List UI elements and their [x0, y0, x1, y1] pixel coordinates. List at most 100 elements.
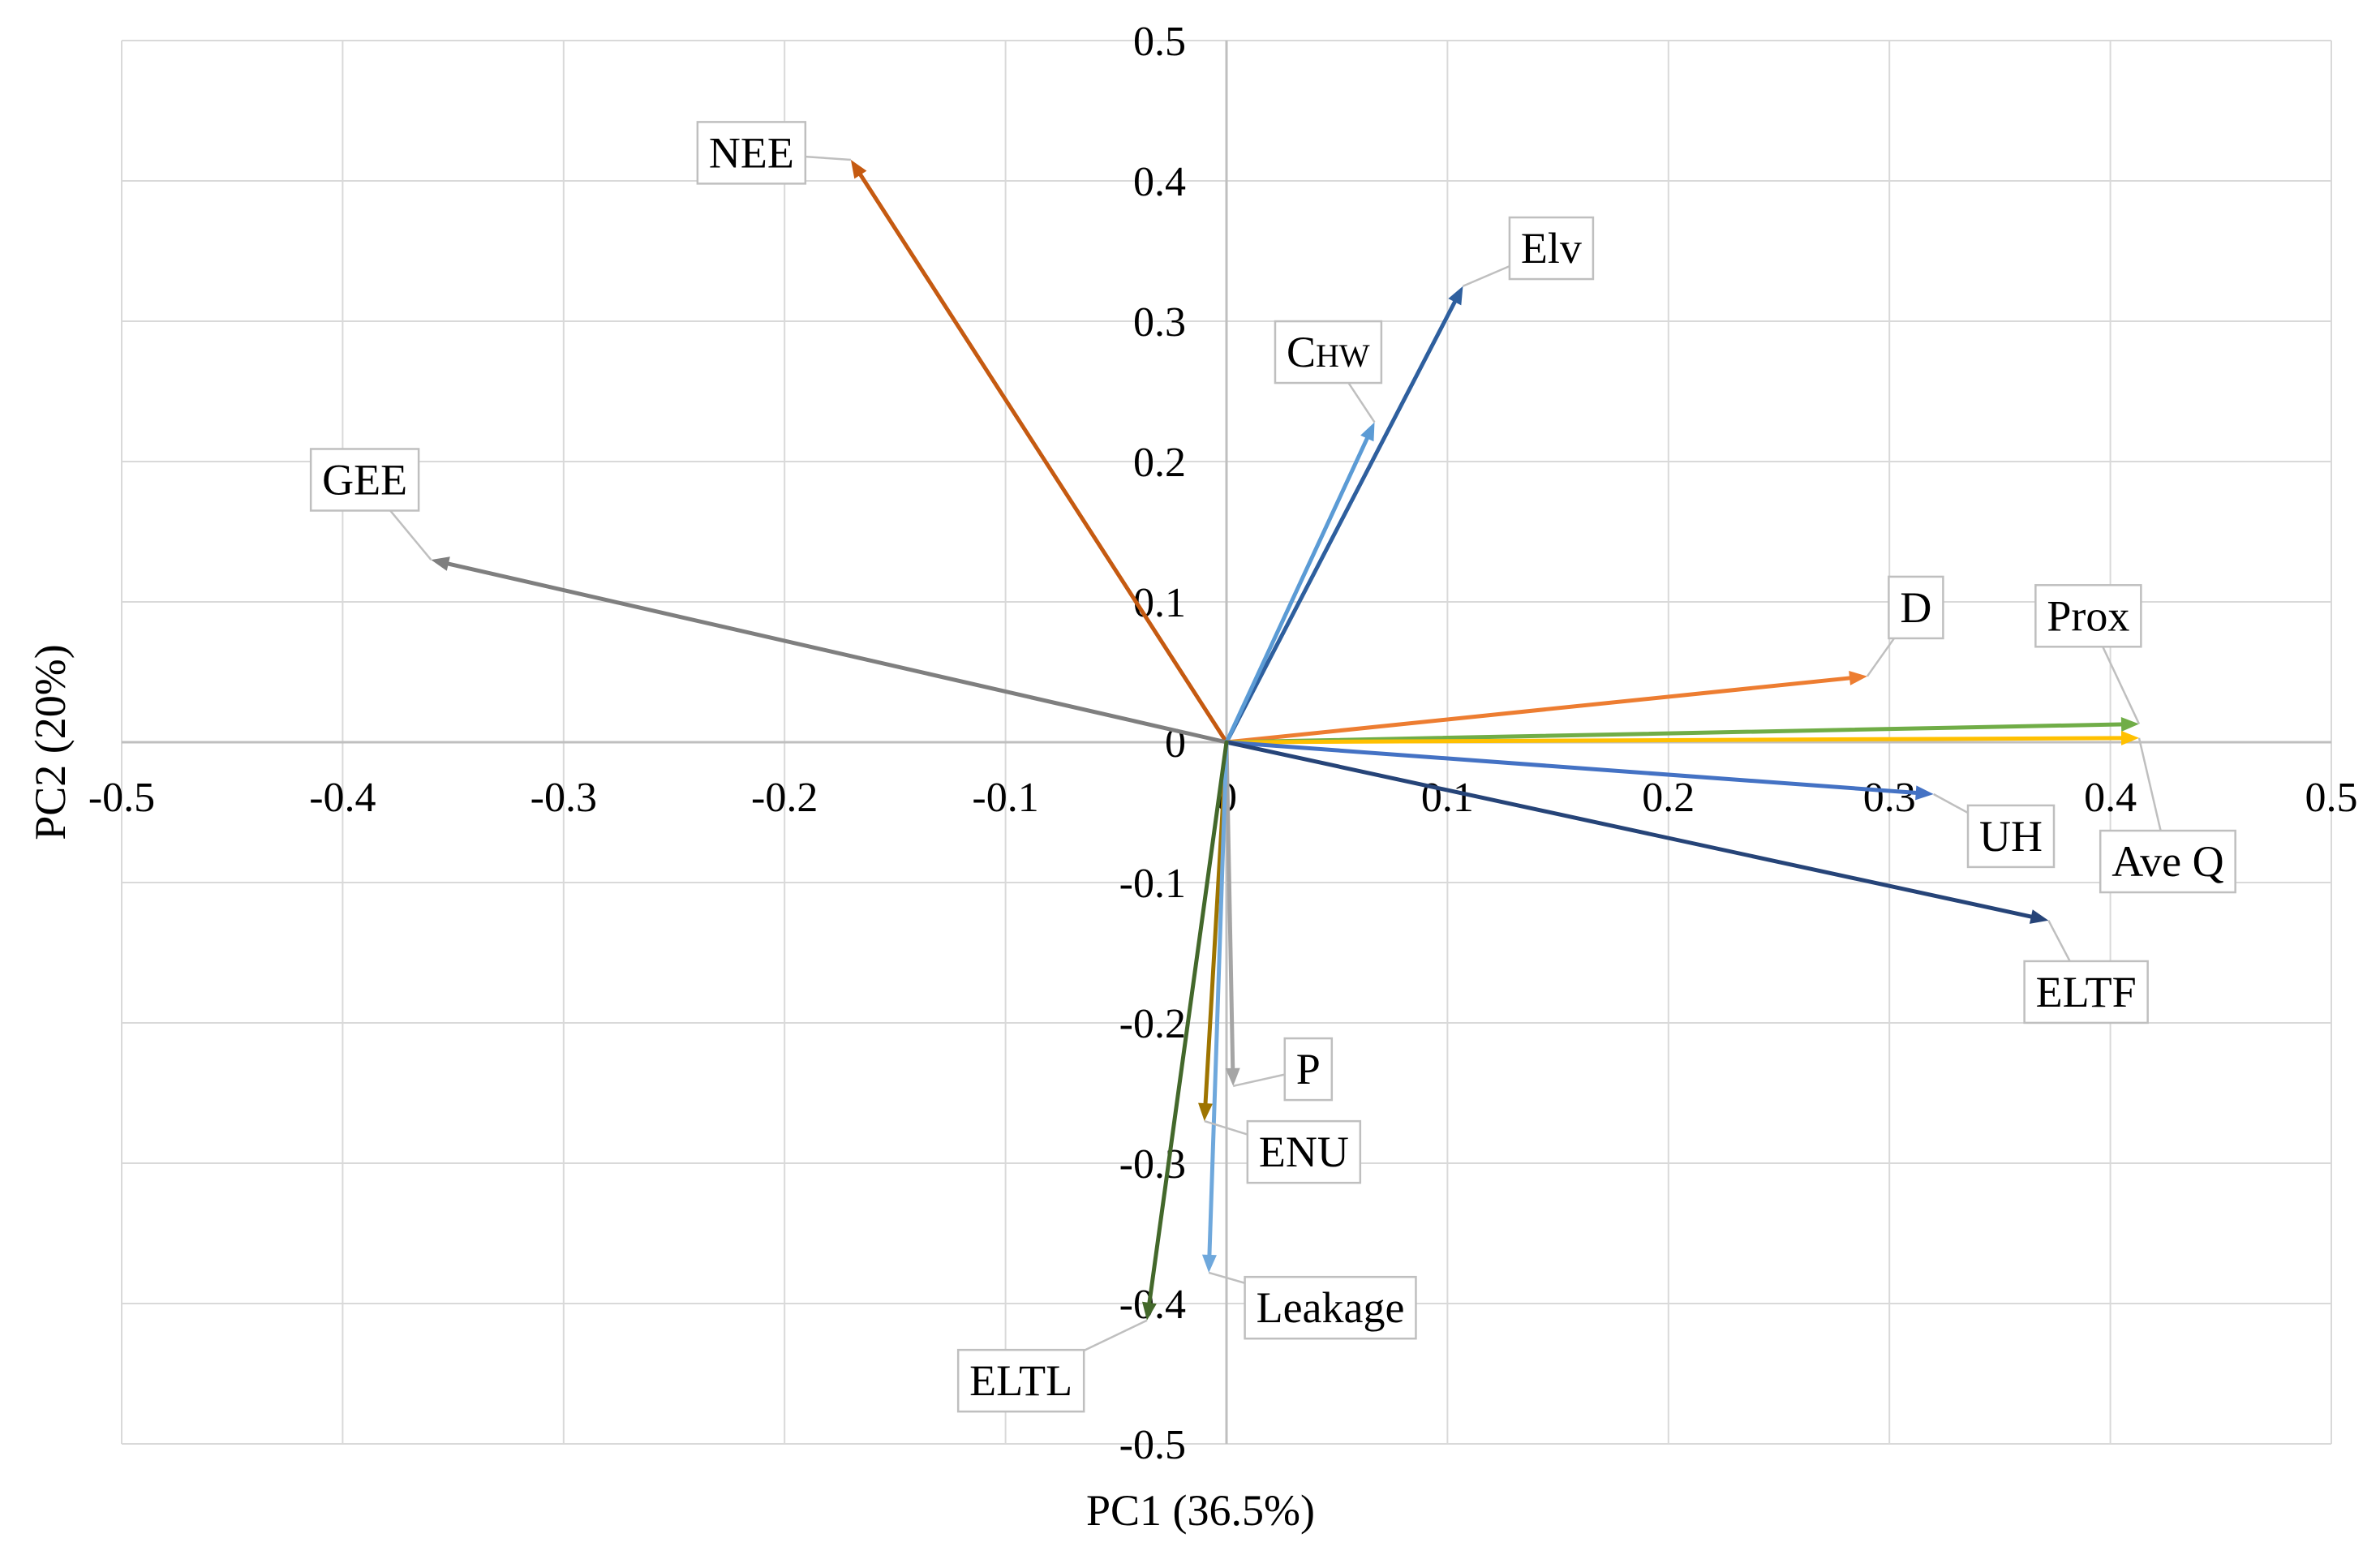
x-tick-label: 0.5: [2305, 775, 2358, 821]
label-leader-p: [1232, 1073, 1286, 1088]
y-tick-label: 0.5: [1133, 19, 1186, 65]
y-tick-label: -0.2: [1119, 1001, 1186, 1047]
label-box-d: [1888, 575, 1944, 640]
label-eltl: ELTL: [956, 1319, 1148, 1413]
label-text-chw: CHW: [1287, 328, 1370, 376]
x-tick-label: -0.2: [751, 775, 818, 821]
vector-arrowhead-elv: [1448, 286, 1463, 306]
y-tick-label: 0.3: [1133, 299, 1186, 346]
axes: -0.5-0.4-0.3-0.2-0.100.10.20.30.40.5-0.5…: [88, 19, 2358, 1468]
label-leader-eltf: [2047, 920, 2071, 962]
vector-arrowhead-chw: [1360, 422, 1375, 442]
x-tick-label: 0.3: [1863, 775, 1916, 821]
label-box-enu: [1246, 1119, 1362, 1184]
vector-arrowhead-ave-q: [2120, 730, 2140, 745]
vector-line-chw: [1224, 436, 1369, 745]
label-box-leakage: [1244, 1275, 1417, 1340]
label-eltf: ELTF: [2023, 920, 2149, 1024]
x-tick-label: 0.1: [1421, 775, 1474, 821]
label-leader-prox: [2102, 646, 2141, 725]
label-ave-q: Ave Q: [2099, 737, 2236, 894]
vector-line-eltl: [1147, 740, 1229, 1305]
label-box-eltl: [956, 1348, 1085, 1413]
label-text-elv: Elv: [1521, 224, 1582, 273]
vector-arrowhead-enu: [1198, 1102, 1214, 1122]
label-leader-nee: [805, 155, 852, 161]
y-axis-title: PC2 (20%): [26, 644, 75, 840]
label-p: P: [1232, 1037, 1334, 1102]
label-gee: GEE: [309, 448, 432, 561]
label-box-chw: [1274, 320, 1383, 384]
x-axis-title: PC1 (36.5%): [1086, 1486, 1315, 1535]
x-tick-label: -0.1: [972, 775, 1038, 821]
label-box-uh: [1966, 804, 2056, 869]
label-text-p: P: [1296, 1045, 1321, 1093]
vector-arrowhead-eltl: [1142, 1301, 1157, 1321]
label-leader-d: [1866, 638, 1896, 677]
label-elv: Elv: [1462, 216, 1595, 287]
vector-gee: [431, 556, 1229, 745]
label-nee: NEE: [696, 121, 852, 185]
x-tick-label: -0.3: [531, 775, 597, 821]
vector-arrowhead-nee: [850, 160, 867, 179]
label-box-ave-q: [2099, 829, 2236, 894]
vector-d: [1224, 670, 1867, 745]
y-tick-label: -0.3: [1119, 1141, 1186, 1188]
vector-line-elv: [1224, 299, 1457, 745]
y-tick-label: 0.2: [1133, 440, 1186, 486]
label-leader-ave-q: [2137, 737, 2162, 831]
vector-line-d: [1224, 676, 1852, 745]
y-tick-label: -0.5: [1119, 1422, 1186, 1468]
label-box-elv: [1508, 216, 1595, 281]
label-text-gee: GEE: [322, 455, 407, 504]
label-enu: ENU: [1204, 1119, 1362, 1184]
label-box-nee: [696, 121, 807, 185]
vector-arrowhead-gee: [431, 556, 450, 571]
vector-eltl: [1142, 740, 1229, 1321]
label-text-uh: UH: [1979, 812, 2043, 861]
label-leader-enu: [1204, 1119, 1248, 1136]
x-tick-label: 0.4: [2084, 775, 2137, 821]
label-text-leakage: Leakage: [1257, 1283, 1405, 1332]
label-leader-gee: [389, 509, 432, 561]
x-tick-label: 0.2: [1642, 775, 1695, 821]
vector-arrowhead-uh: [1915, 785, 1934, 801]
vector-line-eltf: [1224, 740, 2034, 919]
vector-labels: NEE GEE Elv CHW D Prox Ave Q UH ELTF P ENU Leakage E…: [309, 121, 2236, 1413]
label-d: D: [1866, 575, 1944, 677]
vector-arrowhead-p: [1225, 1067, 1240, 1086]
label-leader-elv: [1462, 264, 1510, 287]
vector-elv: [1224, 286, 1463, 745]
label-prox: Prox: [2034, 584, 2142, 725]
y-tick-label: 0.4: [1133, 159, 1186, 205]
vector-arrowhead-d: [1849, 670, 1867, 685]
label-box-prox: [2034, 584, 2142, 648]
vector-arrowhead-eltf: [2029, 909, 2049, 924]
label-chw: CHW: [1274, 320, 1383, 423]
vector-line-leakage: [1207, 740, 1229, 1257]
vector-line-uh: [1224, 740, 1918, 795]
vector-chw: [1224, 422, 1375, 745]
label-uh: UH: [1933, 793, 2056, 869]
label-leader-leakage: [1208, 1271, 1245, 1284]
label-box-gee: [309, 448, 420, 512]
y-tick-label: 0.1: [1133, 580, 1186, 626]
vector-leakage: [1201, 740, 1229, 1273]
label-leader-uh: [1933, 793, 1969, 814]
label-leakage: Leakage: [1208, 1271, 1417, 1340]
label-box-p: [1283, 1037, 1334, 1102]
x-tick-label: -0.4: [309, 775, 376, 821]
vector-p: [1224, 740, 1240, 1086]
label-text-eltl: ELTL: [969, 1356, 1072, 1405]
vector-line-gee: [446, 561, 1229, 745]
y-tick-label: -0.1: [1119, 861, 1186, 907]
label-text-prox: Prox: [2047, 591, 2129, 640]
vector-uh: [1224, 740, 1934, 801]
vector-line-prox: [1224, 722, 2124, 745]
label-box-eltf: [2023, 960, 2149, 1024]
vector-line-p: [1224, 740, 1235, 1071]
label-text-ave-q: Ave Q: [2111, 837, 2223, 886]
vector-eltf: [1224, 740, 2049, 924]
label-leader-eltl: [1083, 1319, 1148, 1352]
